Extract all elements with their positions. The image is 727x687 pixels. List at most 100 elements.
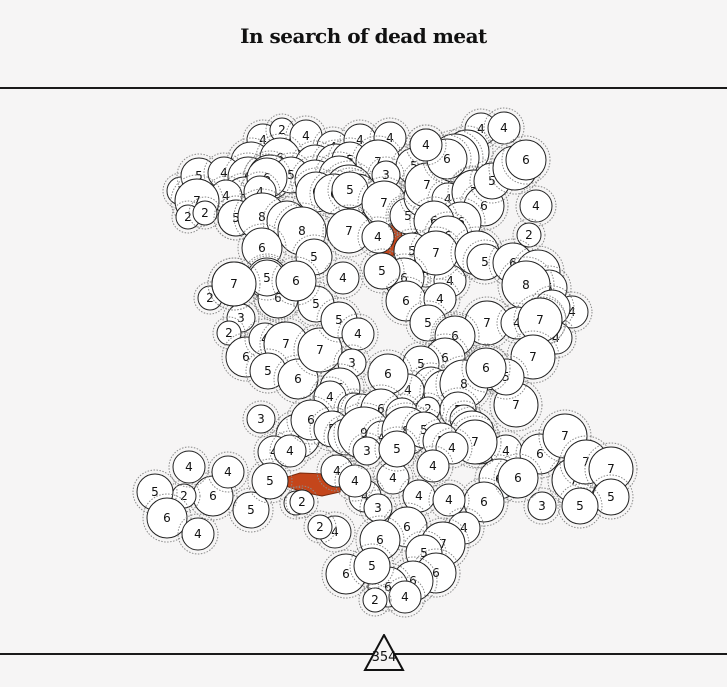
circle-label: 6 xyxy=(430,214,438,228)
circle-body xyxy=(326,261,360,295)
circle-label: 4 xyxy=(356,133,364,147)
circle-label: 7 xyxy=(230,277,238,291)
circle-label: 7 xyxy=(471,435,479,449)
vulture-circle: 4 xyxy=(515,185,557,227)
circle-label: 5 xyxy=(424,316,432,330)
circle-label: 2 xyxy=(424,402,432,416)
circle-label: 4 xyxy=(339,271,347,285)
circle-halo xyxy=(588,474,634,520)
circle-label: 5 xyxy=(335,313,343,327)
vulture-circle: 5 xyxy=(247,458,293,504)
circle-label: 5 xyxy=(378,264,386,278)
circle-label: 2 xyxy=(298,495,306,509)
circle-label: 6 xyxy=(403,520,411,534)
circle-label: 4 xyxy=(378,430,386,444)
circle-label: 4 xyxy=(224,465,232,479)
circle-halo xyxy=(228,487,274,533)
circle-label: 6 xyxy=(400,271,408,285)
circle-label: 2 xyxy=(180,489,188,503)
vulture-circle: 5 xyxy=(374,426,420,472)
circle-body xyxy=(519,189,553,223)
circle-label: 4 xyxy=(386,131,394,145)
circle-label: 3 xyxy=(538,499,546,513)
vulture-circle: 2 xyxy=(303,510,337,544)
circle-label: 5 xyxy=(393,442,401,456)
circle-halo xyxy=(483,107,525,149)
circle-body xyxy=(432,483,466,517)
circle-body xyxy=(497,457,539,499)
circle-label: 5 xyxy=(410,159,418,173)
circle-label: 6 xyxy=(242,350,250,364)
circle-label: 5 xyxy=(247,503,255,517)
circle-label: 6 xyxy=(377,402,385,416)
circle-body xyxy=(251,462,289,500)
circle-label: 5 xyxy=(232,211,240,225)
circle-halo xyxy=(459,477,509,527)
circle-label: 4 xyxy=(374,230,382,244)
vulture-cluster-diagram: 4244442446666575354675668756374756422586… xyxy=(132,107,638,618)
circle-label: 8 xyxy=(258,210,266,224)
vulture-circle: 4 xyxy=(177,513,219,555)
circle-label: 4 xyxy=(194,527,202,541)
circle-label: 4 xyxy=(513,316,521,330)
vulture-circle: 6 xyxy=(237,223,287,273)
circle-label: 8 xyxy=(298,224,306,238)
circle-label: 7 xyxy=(316,343,324,357)
circle-label: 6 xyxy=(451,329,459,343)
circle-body xyxy=(289,489,315,515)
circle-label: 4 xyxy=(389,471,397,485)
vulture-circle: 4 xyxy=(405,124,447,166)
circle-halo xyxy=(431,427,473,469)
circle-label: 4 xyxy=(532,199,540,213)
circle-label: 7 xyxy=(432,246,440,260)
circle-label: 6 xyxy=(409,574,417,588)
circle-label: 7 xyxy=(529,350,537,364)
circle-label: 5 xyxy=(195,169,203,183)
circle-label: 7 xyxy=(294,429,302,443)
circle-label: 5 xyxy=(264,364,272,378)
circle-halo xyxy=(170,174,224,228)
circle-label: 5 xyxy=(404,209,412,223)
circle-label: 3 xyxy=(382,168,390,182)
circle-body xyxy=(307,514,333,540)
circle-label: 4 xyxy=(404,383,412,397)
circle-halo xyxy=(497,256,555,314)
circle-label: 4 xyxy=(415,489,423,503)
circle-label: 2 xyxy=(206,291,214,305)
circle-label: 3 xyxy=(257,412,265,426)
circle-label: 6 xyxy=(514,471,522,485)
circle-label: 2 xyxy=(316,520,324,534)
circle-label: 6 xyxy=(209,489,217,503)
circle-label: 4 xyxy=(502,444,510,458)
circle-label: 5 xyxy=(607,490,615,504)
circle-label: 6 xyxy=(443,152,451,166)
circle-label: 4 xyxy=(351,474,359,488)
circle-body xyxy=(297,327,343,373)
vulture-circle: 4 xyxy=(322,257,364,299)
circle-label: 6 xyxy=(163,511,171,525)
circle-label: 2 xyxy=(278,123,286,137)
circle-label: 5 xyxy=(263,271,271,285)
vulture-circle: 6 xyxy=(493,453,543,503)
circle-halo xyxy=(314,511,356,553)
circle-label: 6 xyxy=(522,153,530,167)
circle-body xyxy=(146,497,188,539)
circle-label: 5 xyxy=(417,357,425,371)
circle-label: 4 xyxy=(259,133,267,147)
circle-label: 7 xyxy=(536,313,544,327)
vulture-circle: 4 xyxy=(428,479,470,521)
vulture-circle: 5 xyxy=(462,239,508,285)
circle-halo xyxy=(489,378,543,432)
circle-label: 4 xyxy=(552,331,560,345)
circle-halo xyxy=(405,124,447,166)
circle-label: 4 xyxy=(333,464,341,478)
circle-halo xyxy=(334,460,376,502)
circle-label: 8 xyxy=(522,278,530,292)
vulture-circle: 3 xyxy=(523,487,561,525)
circle-label: 6 xyxy=(342,567,350,581)
circle-label: 4 xyxy=(500,121,508,135)
vulture-circle: 4 xyxy=(384,576,426,618)
circle-label: 6 xyxy=(258,241,266,255)
circle-body xyxy=(516,222,542,248)
vulture-circle: 6 xyxy=(461,343,511,393)
